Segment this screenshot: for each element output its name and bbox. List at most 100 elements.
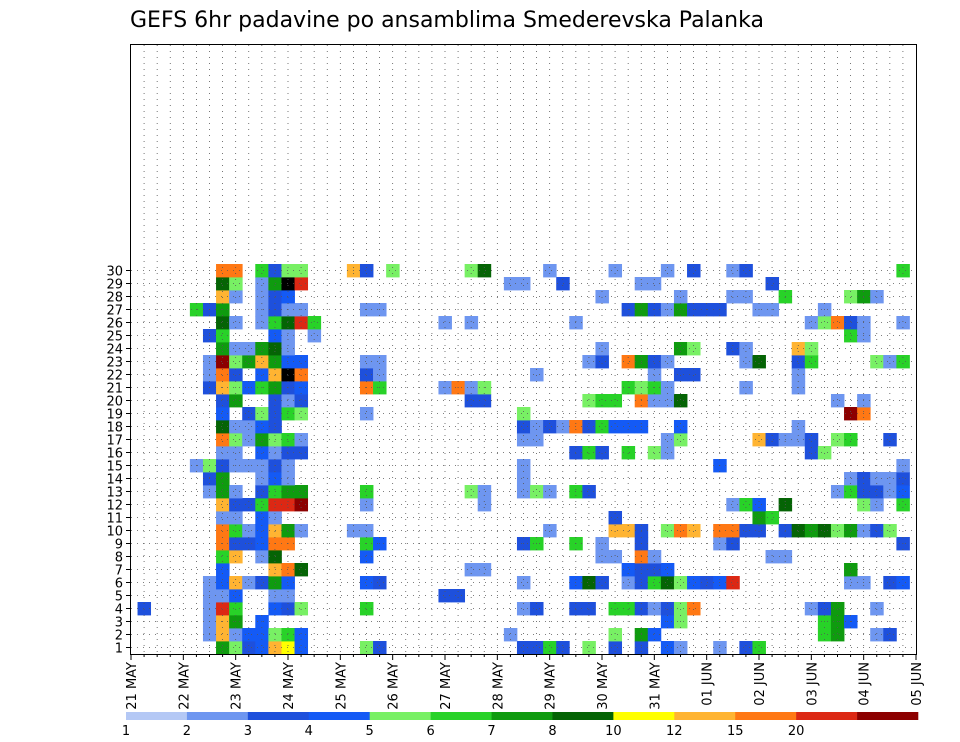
heatmap-cell [870, 472, 884, 486]
heatmap-cell [608, 550, 623, 564]
colorbar: 1 2 3 4 5 6 7 8 10 12 15 20 [122, 712, 919, 739]
heatmap-cell [229, 264, 243, 278]
heatmap-cell [516, 433, 531, 447]
x-axis: 21 MAY 22 MAY 23 MAY 24 MAY 25 MAY 26 MAY 27 M… [125, 654, 925, 710]
heatmap-cell [229, 420, 243, 434]
heatmap-cell [281, 355, 295, 369]
heatmap-cell [739, 342, 753, 356]
heatmap-cell [556, 641, 570, 655]
heatmap-cell [673, 433, 688, 447]
heatmap-cell [216, 576, 230, 590]
heatmap-cell [595, 394, 609, 408]
heatmap-cell [817, 316, 832, 330]
heatmap-cell [530, 602, 544, 616]
heatmap-cell [647, 602, 662, 616]
heatmap-cell [137, 602, 152, 616]
y-tick-label: 12 [106, 499, 123, 514]
heatmap-cell [791, 433, 806, 447]
heatmap-cell [896, 576, 910, 590]
heatmap-cell [373, 355, 387, 369]
heatmap-cell [726, 342, 740, 356]
heatmap-cell [281, 524, 295, 538]
heatmap-cell [844, 472, 858, 486]
heatmap-cell [464, 394, 479, 408]
x-tick-label: 24 MAY [282, 662, 297, 710]
heatmap-cell [294, 433, 309, 447]
x-tick-label: 01 JUN [701, 662, 716, 706]
heatmap-cell [216, 446, 230, 460]
heatmap-cell [844, 563, 858, 577]
x-tick-label: 27 MAY [439, 662, 454, 710]
colorbar-label: 3 [244, 724, 252, 739]
heatmap-cell [294, 355, 309, 369]
heatmap-cell [543, 524, 557, 538]
heatmap-cell [739, 264, 753, 278]
colorbar-segment [552, 712, 614, 720]
heatmap-cell [804, 446, 819, 460]
x-tick-label: 04 JUN [858, 662, 873, 706]
heatmap-cell [752, 498, 766, 512]
grid-lines [131, 45, 916, 654]
y-tick-label: 7 [115, 564, 123, 579]
colorbar-segment [186, 712, 249, 720]
y-tick-label: 22 [106, 369, 123, 384]
heatmap-cell [516, 485, 531, 499]
heatmap-cell [255, 524, 269, 538]
heatmap-cell [726, 524, 740, 538]
colorbar-label: 15 [727, 724, 744, 739]
heatmap-cell [216, 511, 230, 525]
heatmap-cell [896, 498, 910, 512]
heatmap-cell [516, 641, 531, 655]
heatmap-cell [255, 446, 269, 460]
y-tick-label: 27 [106, 304, 123, 319]
y-tick-label: 29 [106, 278, 123, 293]
heatmap-cell [621, 602, 636, 616]
heatmap-cell [359, 576, 374, 590]
heatmap-cell [281, 316, 295, 330]
heatmap-cell [281, 485, 295, 499]
heatmap-cell [516, 602, 531, 616]
heatmap-cell [359, 602, 374, 616]
x-tick-label: 31 MAY [648, 662, 663, 710]
heatmap-cell [870, 485, 884, 499]
heatmap-cell [255, 498, 269, 512]
heatmap-cell [739, 498, 753, 512]
heatmap-cell [359, 498, 374, 512]
heatmap-cell [464, 563, 479, 577]
heatmap-cell [255, 485, 269, 499]
heatmap-cell [294, 485, 309, 499]
heatmap-cell [294, 407, 309, 421]
heatmap-cell [255, 472, 269, 486]
y-tick-label: 20 [106, 395, 123, 410]
heatmap-cell [791, 342, 806, 356]
heatmap-cell [595, 290, 609, 304]
heatmap-cell [870, 290, 884, 304]
heatmap-cell [883, 355, 897, 369]
heatmap-cell [255, 641, 269, 655]
heatmap-cell [621, 524, 636, 538]
heatmap-cell [543, 485, 557, 499]
heatmap-cell [791, 420, 806, 434]
heatmap-cell [516, 472, 531, 486]
y-tick-label: 16 [106, 447, 123, 462]
y-tick-label: 2 [115, 629, 123, 644]
heatmap-cell [242, 420, 256, 434]
y-tick-label: 14 [106, 473, 123, 488]
heatmap-cell [896, 472, 910, 486]
heatmap-cell [373, 641, 387, 655]
heatmap-cell [883, 472, 897, 486]
heatmap-cell [608, 628, 623, 642]
heatmap-cell [294, 264, 309, 278]
heatmap-cell [229, 446, 243, 460]
heatmap-cell [765, 550, 780, 564]
heatmap-cell [216, 407, 230, 421]
x-tick-label: 28 MAY [491, 662, 506, 710]
heatmap-cell [216, 589, 230, 603]
colorbar-label: 2 [183, 724, 191, 739]
heatmap-cell [477, 264, 492, 278]
y-axis: 1234567891011121314151617181920212223242… [106, 265, 131, 657]
heatmap-cell [660, 355, 675, 369]
colorbar-label: 20 [788, 724, 805, 739]
heatmap-cell [255, 433, 269, 447]
heatmap-cell [281, 641, 295, 655]
